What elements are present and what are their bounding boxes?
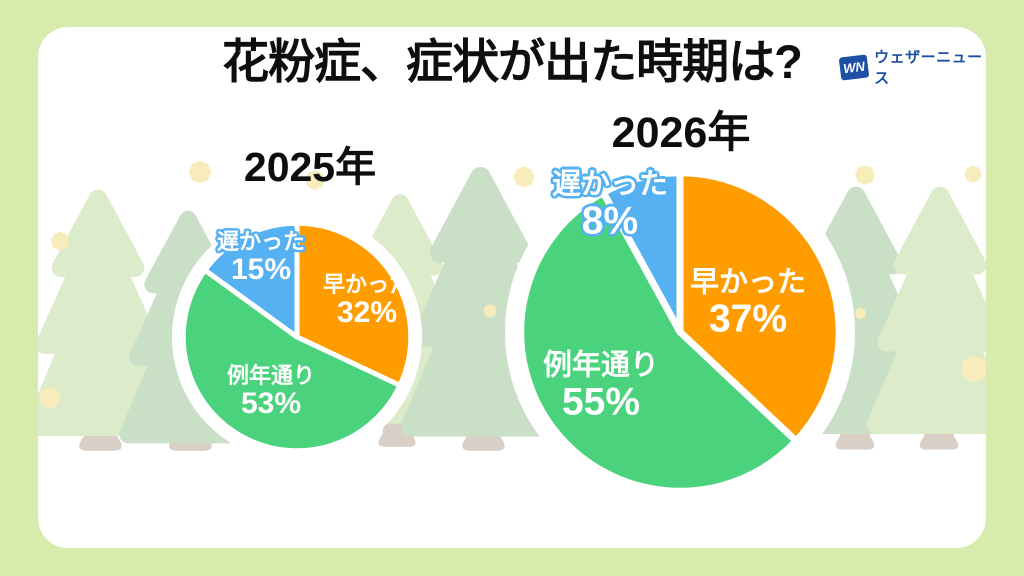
- sunburst-icon: [186, 158, 214, 186]
- slice-label-2026-early: 早かった 37%: [689, 266, 807, 341]
- slice-value: 32%: [336, 295, 398, 329]
- pie-chart-2026: 2026年 遅かった 8% 早かった 37% 例年通り 55%: [505, 109, 855, 507]
- slice-name: 例年通り: [542, 349, 660, 382]
- content-card: 花粉症、症状が出た時期は? WN ウェザーニュース 2025年 遅かった 15%…: [38, 27, 986, 548]
- pie-slice: [202, 220, 300, 340]
- slice-name: 遅かった: [551, 168, 669, 201]
- slice-value: 8%: [581, 199, 639, 243]
- pie-svg-2026: [505, 157, 855, 507]
- slice-value: 37%: [708, 297, 788, 341]
- slice-label-2025-usual: 例年通り 53%: [227, 364, 315, 420]
- logo-text: ウェザーニュース: [874, 49, 983, 87]
- slice-name: 遅かった: [216, 228, 306, 254]
- pie-chart-2025: 2025年 遅かった 15% 早かった 32% 例年通り 53%: [172, 144, 422, 462]
- weathernews-logo: WN ウェザーニュース: [838, 49, 986, 87]
- slice-value: 15%: [230, 252, 292, 286]
- slice-name: 早かった: [689, 266, 807, 299]
- slice-label-2026-usual: 例年通り 55%: [542, 349, 660, 424]
- slice-label-2025-early: 早かった 32%: [323, 273, 411, 329]
- sunburst-icon: [853, 163, 877, 187]
- chart-year-label-2026: 2026年: [611, 109, 751, 157]
- chart-year-label-2025: 2025年: [243, 144, 377, 190]
- sunburst-icon: [962, 163, 984, 185]
- wn-logo-icon: WN: [838, 53, 870, 81]
- fir-tree-icon: [876, 196, 986, 425]
- slice-name: 例年通り: [226, 362, 316, 388]
- pie-slice: [294, 220, 414, 388]
- pie-svg-2025: [172, 212, 422, 462]
- pie-slice: [676, 169, 843, 445]
- pie-slice: [599, 169, 684, 336]
- slice-label-2026-late: 遅かった 8%: [551, 168, 669, 243]
- slice-label-2025-late: 遅かった 15%: [217, 230, 305, 286]
- page-title: 花粉症、症状が出た時期は?: [222, 35, 803, 88]
- slice-name: 早かった: [322, 271, 412, 297]
- pie-slice: [180, 267, 403, 454]
- slice-value: 53%: [240, 386, 302, 420]
- pie-slice: [517, 188, 800, 495]
- slice-value: 55%: [561, 380, 641, 424]
